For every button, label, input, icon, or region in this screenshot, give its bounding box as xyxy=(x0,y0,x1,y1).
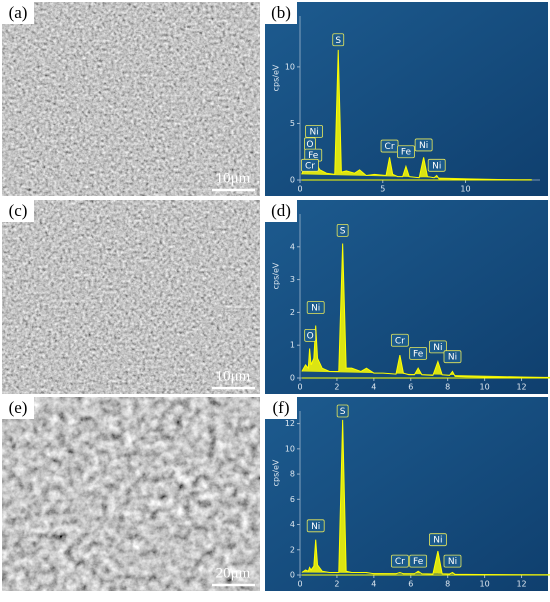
peak-label-box xyxy=(443,350,462,364)
peak-label: Ni xyxy=(311,303,320,313)
x-tick-label: 12 xyxy=(516,580,526,589)
panel-label: (c) xyxy=(9,201,28,220)
sem-image xyxy=(2,200,260,394)
scale-label: 10μm xyxy=(216,170,251,186)
x-tick-label: 12 xyxy=(516,383,526,392)
x-tick-label: 10 xyxy=(480,383,490,392)
y-axis-label: cps/eV xyxy=(272,459,281,486)
peak-label-box xyxy=(304,328,317,342)
scale-label: 10μm xyxy=(216,368,251,384)
x-tick-label: 2 xyxy=(334,383,339,392)
panel-label-box xyxy=(265,2,297,24)
peak-label: Ni xyxy=(448,353,457,363)
peak-label-box xyxy=(306,519,325,533)
y-tick-label: 12 xyxy=(285,419,295,428)
peak-label: S xyxy=(340,407,346,417)
panel-label-box xyxy=(265,200,297,222)
y-tick-label: 0 xyxy=(290,374,295,383)
x-tick-label: 0 xyxy=(297,383,302,392)
peak-label-box xyxy=(443,554,462,568)
peak-label: Cr xyxy=(385,142,395,152)
panel-label: (b) xyxy=(271,3,291,22)
sem-image xyxy=(2,2,260,196)
x-tick-label: 0 xyxy=(297,580,302,589)
y-tick-label: 2 xyxy=(290,545,295,554)
panel-label: (d) xyxy=(271,201,291,220)
peak-label-box xyxy=(336,404,349,418)
peak-label: Cr xyxy=(305,161,315,171)
peak-label-box xyxy=(427,158,446,172)
x-tick-label: 8 xyxy=(445,383,450,392)
y-tick-label: 5 xyxy=(290,119,295,128)
peak-label: Cr xyxy=(395,336,405,346)
peak-label-box xyxy=(305,124,323,138)
peak-label: Ni xyxy=(311,522,320,532)
x-tick-label: 4 xyxy=(371,580,376,589)
x-tick-label: 6 xyxy=(408,383,413,392)
peak-label: Fe xyxy=(413,557,424,567)
sem-image xyxy=(2,397,260,591)
peak-label: Ni xyxy=(433,536,442,546)
panel-label-box xyxy=(2,397,34,419)
y-tick-label: 8 xyxy=(290,470,295,479)
y-tick-label: 2 xyxy=(290,308,295,317)
x-tick-label: 10 xyxy=(480,580,490,589)
peak-label: Cr xyxy=(395,557,405,567)
panel-label: (e) xyxy=(9,398,28,417)
y-axis-label: cps/eV xyxy=(272,262,281,289)
peak-label-box xyxy=(390,333,409,347)
y-tick-label: 4 xyxy=(290,242,295,251)
peak-label: O xyxy=(306,140,313,150)
peak-label: Fe xyxy=(413,349,424,359)
peak-label-box xyxy=(306,301,325,314)
x-tick-label: 5 xyxy=(380,185,385,194)
peak-label-box xyxy=(390,554,409,568)
panel-label-box xyxy=(265,397,297,419)
spectrum xyxy=(301,419,550,576)
spectrum-panel xyxy=(265,200,548,394)
y-tick-label: 0 xyxy=(290,571,295,580)
x-tick-label: 4 xyxy=(371,383,376,392)
peak-label-box xyxy=(397,145,415,159)
y-tick-label: 6 xyxy=(290,495,295,504)
peak-label-box xyxy=(409,554,428,568)
peak-label: S xyxy=(340,226,346,236)
peak-label-box xyxy=(336,223,349,237)
peak-label: Ni xyxy=(432,161,441,171)
x-tick-label: 8 xyxy=(445,580,450,589)
panel-label: (a) xyxy=(9,3,28,22)
y-tick-label: 0 xyxy=(290,176,295,185)
peak-label: Fe xyxy=(308,151,319,161)
panel-label: (f) xyxy=(273,398,290,417)
peak-label: S xyxy=(335,36,341,46)
x-tick-label: 0 xyxy=(297,185,302,194)
peak-label: O xyxy=(307,331,314,341)
peak-label: Fe xyxy=(401,148,412,158)
x-tick-label: 2 xyxy=(334,580,339,589)
y-tick-label: 3 xyxy=(290,275,295,284)
panel-label-box xyxy=(2,2,34,24)
peak-label-box xyxy=(332,33,345,47)
scale-label: 20μm xyxy=(216,565,251,581)
peak-label-box xyxy=(414,138,433,152)
x-tick-label: 6 xyxy=(408,580,413,589)
y-tick-label: 4 xyxy=(290,520,295,529)
peak-label: Ni xyxy=(448,557,457,567)
y-tick-label: 10 xyxy=(285,444,295,453)
x-tick-label: 10 xyxy=(460,185,470,194)
panel-label-box xyxy=(2,200,34,222)
peak-label-box xyxy=(409,346,428,360)
peak-label: Ni xyxy=(433,343,442,353)
peak-label-box xyxy=(301,158,319,172)
y-tick-label: 10 xyxy=(285,62,295,71)
peak-label: Ni xyxy=(309,127,318,137)
y-axis-label: cps/eV xyxy=(272,64,281,91)
peak-label-box xyxy=(429,533,447,547)
peak-label-box xyxy=(429,340,447,354)
peak-label: Ni xyxy=(419,141,428,151)
y-tick-label: 1 xyxy=(290,341,295,350)
